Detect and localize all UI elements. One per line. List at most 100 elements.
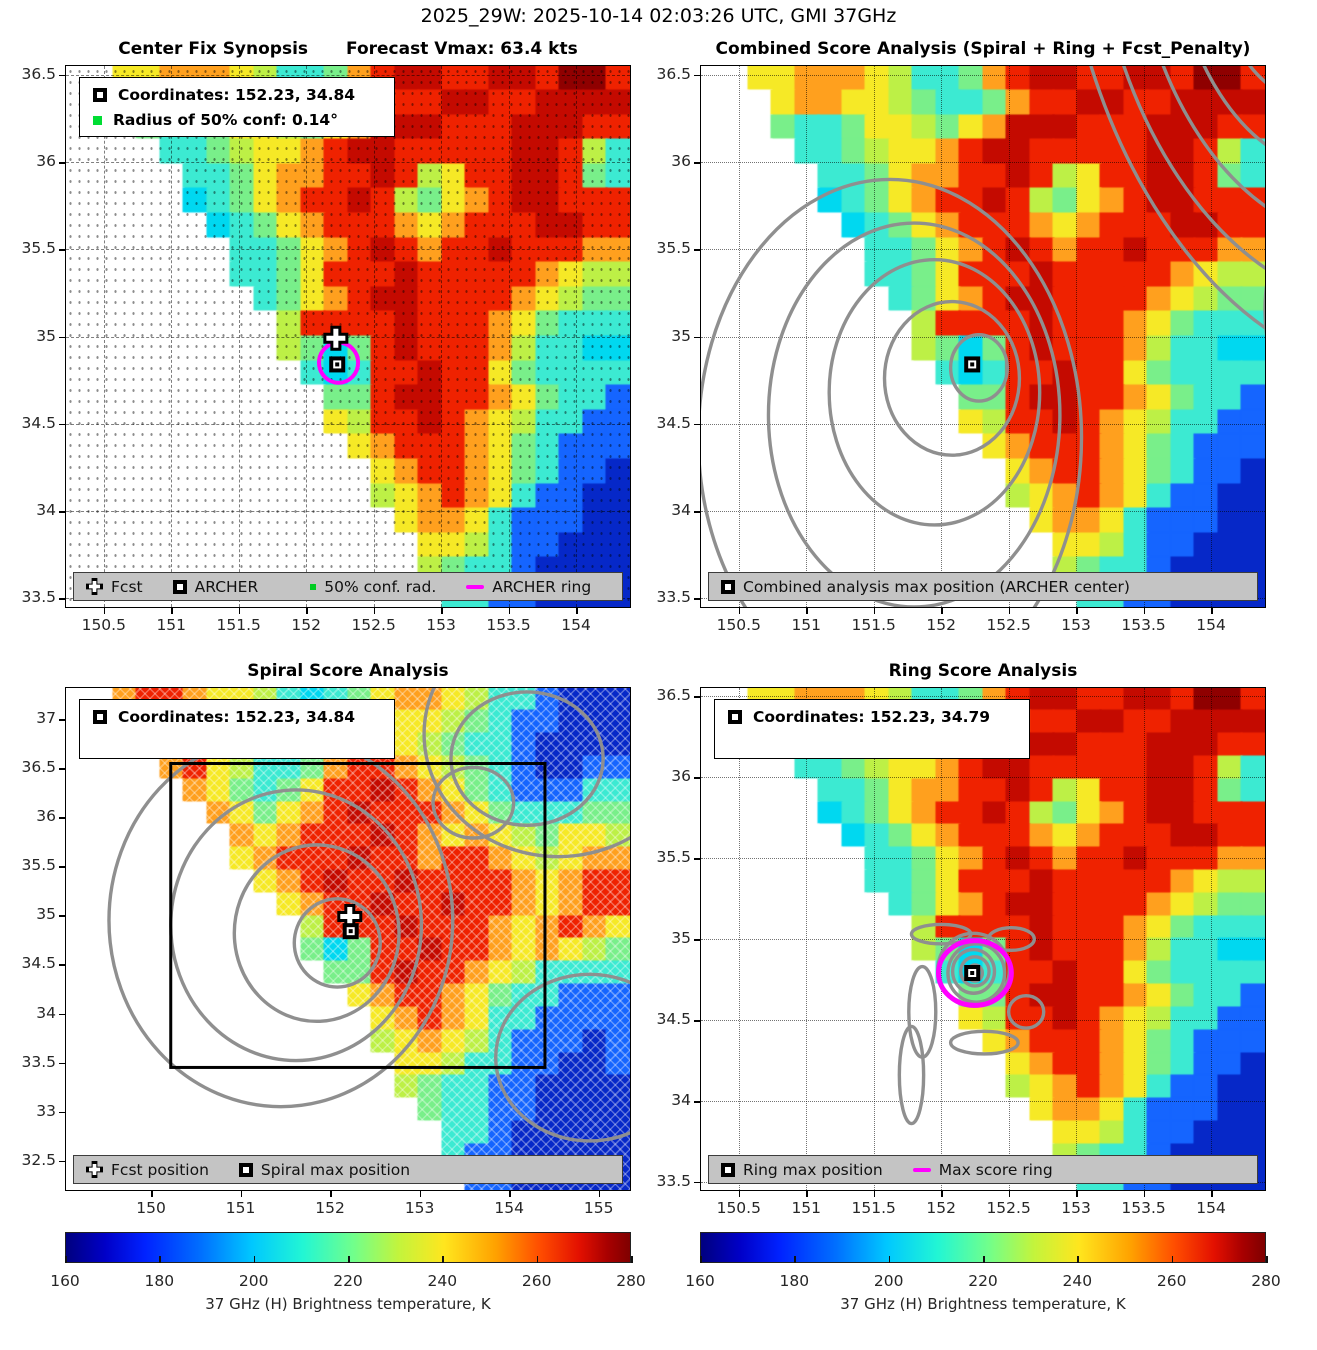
y-tick-mark <box>694 696 701 698</box>
y-tick-mark <box>59 423 66 426</box>
y-tick-mark <box>59 161 66 164</box>
colorbar-tick-mark <box>442 1256 444 1263</box>
x-tick-mark <box>330 1190 332 1197</box>
legend-item: ARCHER ring <box>466 578 591 596</box>
legend-box-row: Coordinates: 152.23, 34.84 <box>93 86 394 104</box>
y-tick-mark <box>59 866 66 869</box>
y-tick-label: 36 <box>671 151 691 170</box>
x-tick-mark <box>419 1190 422 1197</box>
colorbar-tick-label: 240 <box>427 1272 458 1290</box>
x-tick-label: 151.5 <box>851 616 896 634</box>
brightness-temperature-heatmap <box>66 688 630 1190</box>
square-marker-icon <box>172 579 187 594</box>
x-tick-mark <box>1076 607 1078 614</box>
legend-item: 50% conf. rad. <box>310 578 436 596</box>
gridline-horizontal <box>66 423 630 425</box>
x-tick-label: 153.5 <box>486 616 531 634</box>
panel-title-text: Combined Score Analysis (Spiral + Ring +… <box>715 39 1251 59</box>
y-tick-label: 34 <box>36 1003 56 1022</box>
y-tick-mark <box>694 74 701 77</box>
colorbar-tick-label: 180 <box>779 1272 810 1290</box>
y-tick-mark <box>59 1013 66 1016</box>
x-tick-mark <box>441 607 443 614</box>
x-tick-label: 152 <box>926 1199 956 1217</box>
x-tick-label: 154 <box>1196 616 1226 634</box>
y-tick-mark <box>694 1100 701 1103</box>
plot-area <box>701 688 1265 1190</box>
legend-box-label: Radius of 50% conf: 0.14° <box>113 111 338 129</box>
x-tick-label: 152 <box>315 1199 345 1217</box>
x-tick-mark <box>1076 1190 1078 1197</box>
y-tick-mark <box>694 939 701 941</box>
x-tick-mark <box>576 607 578 614</box>
y-tick-mark <box>694 1181 701 1184</box>
panel-subtitle-text: Forecast Vmax: 63.4 kts <box>346 39 578 59</box>
y-tick-mark <box>59 598 66 600</box>
legend-item: Fcst position <box>86 1161 209 1179</box>
x-tick-mark <box>1143 607 1146 614</box>
x-tick-mark <box>508 607 511 614</box>
panel-title-text: Spiral Score Analysis <box>247 661 449 681</box>
y-tick-mark <box>59 74 66 77</box>
plot-area <box>701 66 1265 607</box>
legend-item-label: Ring max position <box>743 1160 883 1179</box>
legend-item: Fcst <box>86 578 143 596</box>
panel-title: Combined Score Analysis (Spiral + Ring +… <box>701 39 1265 59</box>
y-tick-mark <box>694 249 701 251</box>
legend-item-label: Combined analysis max position (ARCHER c… <box>743 577 1130 596</box>
gridline-horizontal <box>66 336 630 338</box>
y-tick-mark <box>59 1062 66 1065</box>
y-tick-mark <box>59 768 66 770</box>
x-tick-label: 153 <box>1061 1199 1091 1217</box>
colorbar-tick-label: 160 <box>50 1272 80 1290</box>
panel-title: Ring Score Analysis <box>701 661 1265 681</box>
colorbar-tick-label: 160 <box>685 1272 715 1290</box>
colorbar-tick-mark <box>983 1256 985 1263</box>
panel-title-text: Ring Score Analysis <box>888 661 1078 681</box>
gridline-horizontal <box>66 249 630 251</box>
colorbar-tick-label: 200 <box>873 1272 904 1290</box>
y-tick-label: 35.5 <box>656 239 691 258</box>
x-tick-label: 154 <box>1196 1199 1226 1217</box>
x-tick-mark <box>1008 607 1011 614</box>
legend-box: Coordinates: 152.23, 34.84 <box>79 699 395 759</box>
y-tick-label: 34 <box>36 501 56 520</box>
x-tick-label: 154 <box>561 616 591 634</box>
gridline-horizontal <box>701 777 1265 779</box>
magenta-ring-icon <box>466 584 485 589</box>
x-tick-mark <box>373 607 376 614</box>
x-tick-mark <box>240 1190 243 1197</box>
y-tick-label: 35 <box>671 326 691 345</box>
x-tick-mark <box>941 1190 943 1197</box>
x-tick-mark <box>941 607 943 614</box>
y-tick-mark <box>59 1111 66 1114</box>
colorbar-tick-mark <box>888 1256 891 1263</box>
fcst-plus-icon <box>86 1161 103 1178</box>
magenta-ring-icon <box>912 1167 931 1172</box>
x-tick-mark <box>1143 1190 1146 1197</box>
x-tick-label: 155 <box>583 1199 614 1217</box>
legend-item-label: Fcst position <box>111 1160 209 1179</box>
x-tick-mark <box>738 1190 741 1197</box>
y-tick-label: 34 <box>671 1090 691 1109</box>
gridline-horizontal <box>701 336 1265 338</box>
y-tick-mark <box>694 336 701 339</box>
colorbar-tick-label: 200 <box>238 1272 269 1290</box>
confidence-radius-icon <box>310 583 317 590</box>
colorbar-tick-mark <box>794 1256 796 1263</box>
legend-bar: Ring max position Max score ring <box>708 1155 1258 1184</box>
square-marker-icon <box>93 710 107 724</box>
y-tick-mark <box>59 511 66 513</box>
x-tick-label: 151 <box>156 616 187 634</box>
legend-item: Spiral max position <box>238 1161 410 1179</box>
y-tick-label: 35 <box>671 929 691 947</box>
colorbar-tick-mark <box>631 1256 633 1263</box>
square-marker-icon <box>721 1162 735 1177</box>
colorbar-right: 160 180 200 220 240 260 280 37 GHz (H) Brightn… <box>685 1232 1281 1316</box>
gridline-horizontal <box>701 423 1265 425</box>
y-tick-label: 36 <box>36 807 56 826</box>
legend-box-label: Coordinates: 152.23, 34.84 <box>118 708 356 726</box>
y-tick-label: 36.5 <box>21 758 56 777</box>
gridline-horizontal <box>701 511 1265 513</box>
x-tick-label: 153 <box>404 1199 435 1217</box>
